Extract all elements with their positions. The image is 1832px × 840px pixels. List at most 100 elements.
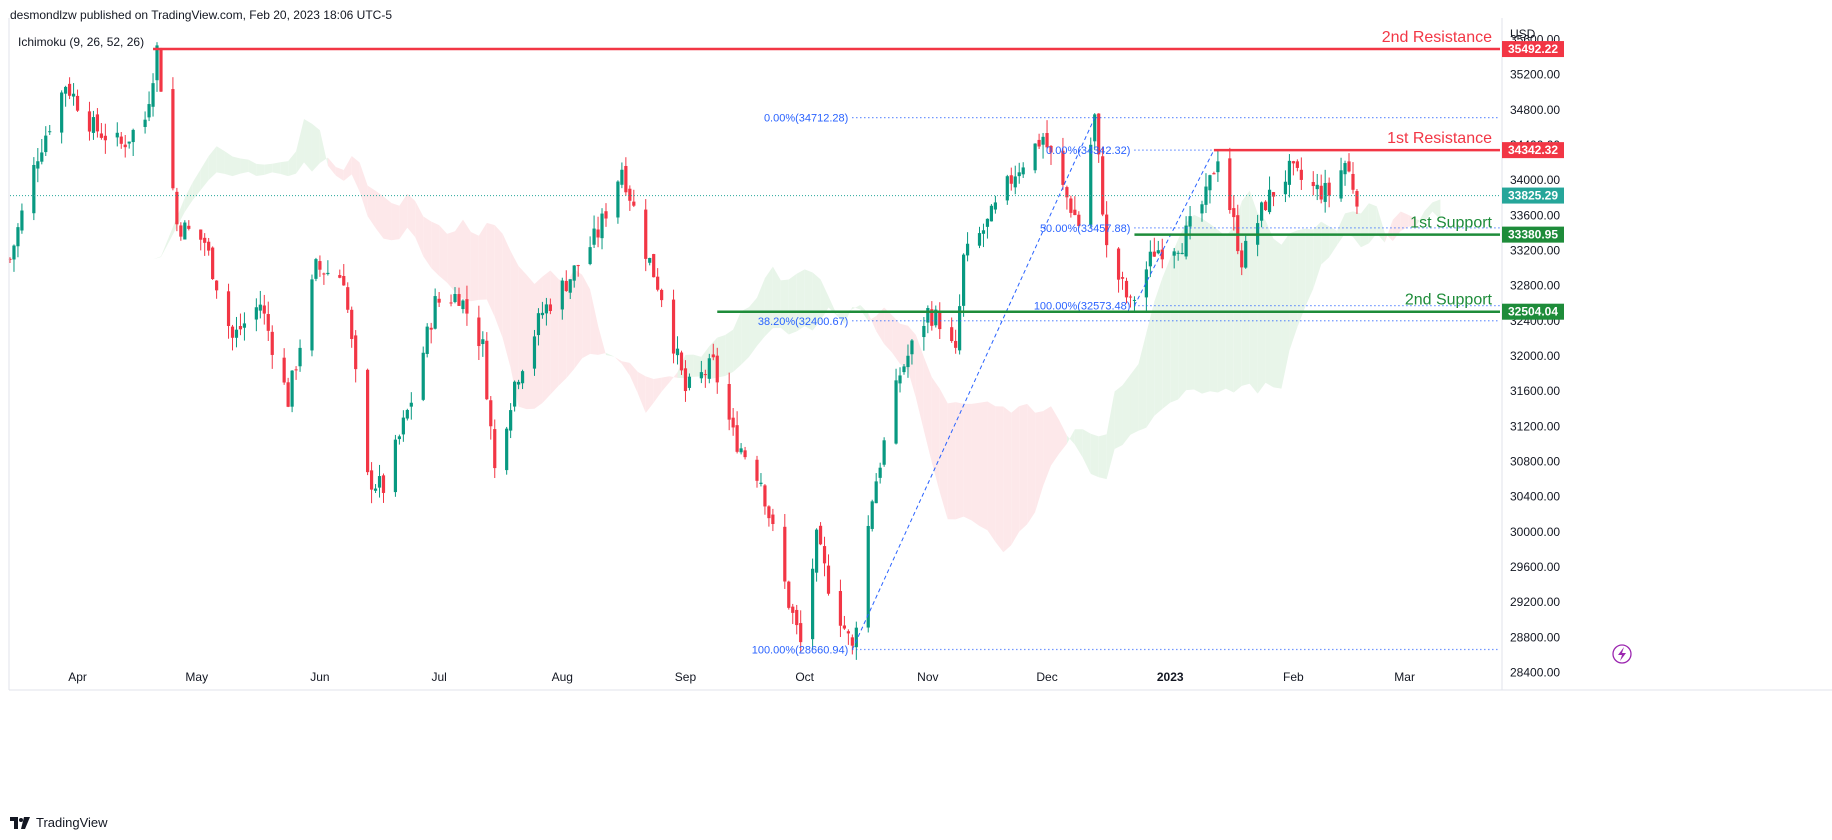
indicator-legend[interactable]: Ichimoku (9, 26, 52, 26) bbox=[18, 35, 145, 49]
cloud-segment bbox=[526, 274, 535, 410]
candle-body bbox=[286, 382, 290, 407]
y-tick-label: 33200.00 bbox=[1510, 244, 1560, 258]
candle-body bbox=[822, 546, 827, 564]
cloud-segment bbox=[1058, 419, 1067, 454]
candle-body bbox=[1339, 170, 1343, 199]
cloud-segment bbox=[788, 273, 797, 335]
candle-body bbox=[425, 326, 429, 354]
cloud-segment bbox=[153, 256, 161, 260]
cloud-segment bbox=[923, 356, 932, 463]
candle-body bbox=[882, 440, 886, 465]
time-axis: Apr May Jun Jul Aug Sep Oct Nov Dec 2023 Feb Mar bbox=[68, 670, 1415, 684]
candle-body bbox=[628, 188, 632, 201]
candle-body bbox=[350, 309, 354, 339]
cloud-segment bbox=[1368, 203, 1377, 244]
candle-body bbox=[8, 258, 12, 260]
candle-body bbox=[437, 298, 441, 303]
candle-body bbox=[1299, 169, 1303, 180]
candle-body bbox=[572, 265, 576, 281]
candle-body bbox=[75, 95, 80, 111]
y-tick-label: 33600.00 bbox=[1510, 208, 1560, 222]
cloud-segment bbox=[1360, 203, 1369, 248]
candle-body bbox=[596, 229, 600, 238]
cloud-segment bbox=[868, 313, 877, 332]
candle-body bbox=[1188, 216, 1192, 227]
level-label: 2nd Resistance bbox=[1382, 29, 1492, 46]
cloud-segment bbox=[749, 297, 757, 357]
cloud-segment bbox=[1297, 228, 1306, 328]
cloud-segment bbox=[836, 312, 845, 324]
brand-name: TradingView bbox=[36, 815, 108, 830]
candle-body bbox=[290, 370, 294, 407]
candle-body bbox=[878, 467, 882, 478]
cloud-segment bbox=[391, 203, 400, 241]
cloud-segment bbox=[574, 269, 583, 369]
cloud-segment bbox=[415, 201, 424, 257]
candle-body bbox=[826, 565, 831, 594]
candle-body bbox=[151, 83, 155, 107]
candle-body bbox=[818, 525, 823, 545]
fib-trend-line bbox=[851, 117, 1096, 650]
candle-body bbox=[755, 459, 759, 481]
price-tag bbox=[1502, 226, 1564, 243]
candle-body bbox=[600, 213, 604, 239]
candle-body bbox=[759, 482, 763, 484]
candle-body bbox=[318, 261, 322, 270]
candle-body bbox=[592, 228, 596, 245]
candle-body bbox=[68, 83, 72, 96]
cloud-segment bbox=[1019, 403, 1028, 532]
cloud-segment bbox=[160, 236, 169, 258]
candle-body bbox=[179, 225, 183, 237]
candle-body bbox=[548, 304, 552, 311]
candle-body bbox=[234, 329, 239, 338]
candle-body bbox=[703, 374, 707, 376]
tradingview-brand[interactable]: TradingView bbox=[10, 815, 108, 830]
candle-body bbox=[1089, 144, 1093, 225]
cloud-segment bbox=[192, 169, 201, 201]
candle-body bbox=[282, 357, 286, 383]
cloud-segment bbox=[208, 146, 217, 180]
y-tick-label: 29200.00 bbox=[1510, 595, 1560, 609]
cloud-segment bbox=[979, 401, 988, 531]
candle-body bbox=[1013, 176, 1017, 188]
cloud-segment bbox=[892, 315, 901, 364]
candle-body bbox=[298, 347, 302, 367]
candle-body bbox=[481, 339, 485, 345]
cloud-segment bbox=[359, 162, 368, 217]
candle-body bbox=[624, 165, 628, 193]
cloud-segment bbox=[1305, 228, 1314, 307]
cloud-segment bbox=[1345, 211, 1353, 237]
candle-body bbox=[103, 135, 107, 141]
cloud-segment bbox=[431, 221, 440, 276]
candle-body bbox=[71, 93, 76, 97]
cloud-segment bbox=[820, 279, 829, 321]
candle-body bbox=[409, 402, 413, 407]
candle-body bbox=[1216, 161, 1220, 173]
level-label: 1st Resistance bbox=[1387, 130, 1492, 147]
candle-body bbox=[576, 265, 580, 267]
cloud-segment bbox=[1249, 190, 1258, 394]
cloud-segment bbox=[1146, 301, 1155, 428]
candle-body bbox=[1005, 176, 1009, 201]
candle-body bbox=[1148, 251, 1152, 267]
candle-body bbox=[270, 331, 274, 355]
candle-body bbox=[143, 119, 147, 127]
candle-body bbox=[421, 352, 425, 400]
candle-body bbox=[934, 309, 938, 326]
cloud-segment bbox=[963, 403, 972, 521]
price-tag bbox=[1502, 303, 1564, 320]
y-tick-label: 30400.00 bbox=[1510, 490, 1560, 504]
candle-body bbox=[1101, 156, 1105, 215]
candle-body bbox=[119, 136, 123, 144]
candle-body bbox=[1097, 113, 1101, 155]
candle-body bbox=[115, 132, 119, 138]
candle-body bbox=[1208, 175, 1212, 191]
cloud-segment bbox=[232, 156, 241, 177]
x-tick-label: May bbox=[185, 670, 208, 684]
candle-body bbox=[739, 448, 743, 453]
candle-body bbox=[791, 606, 795, 613]
candle-body bbox=[147, 104, 151, 118]
x-tick-label: Feb bbox=[1283, 670, 1304, 684]
cloud-segment bbox=[550, 270, 559, 395]
